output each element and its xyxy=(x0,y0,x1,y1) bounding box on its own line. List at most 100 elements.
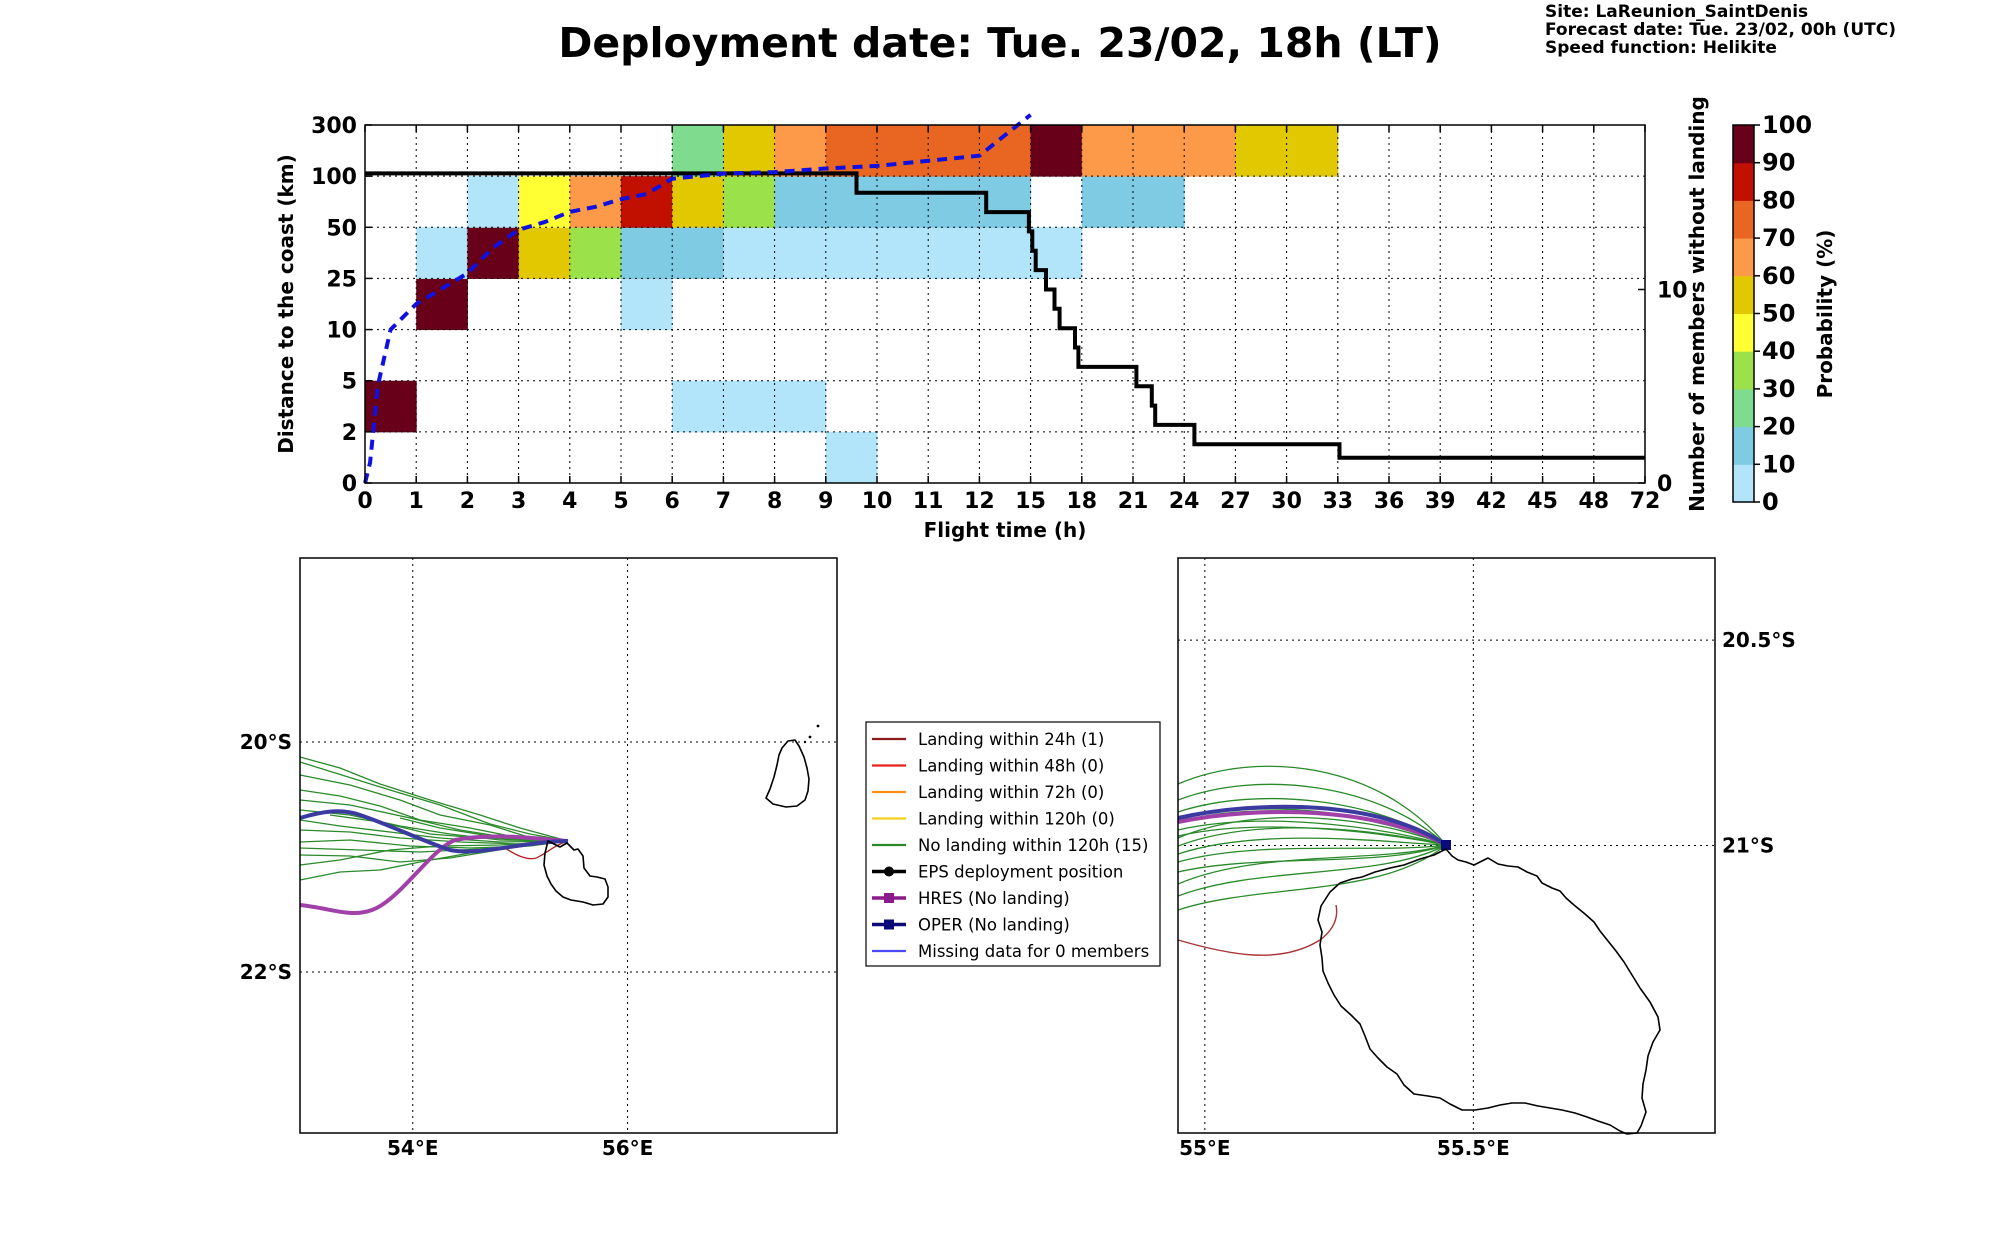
x-tick-label: 27 xyxy=(1220,489,1251,514)
lon-label: 55°E xyxy=(1179,1136,1231,1160)
map-left-tracks xyxy=(299,756,569,915)
heat-cell xyxy=(877,176,929,228)
track-no-landing xyxy=(1177,844,1447,863)
x-tick-label: 3 xyxy=(511,489,526,514)
heat-cell xyxy=(1184,125,1236,177)
colorbar-cell xyxy=(1733,125,1754,164)
heat-cell xyxy=(672,125,724,177)
heat-cell xyxy=(979,227,1032,279)
heat-cell xyxy=(825,227,878,279)
heat-cell xyxy=(518,176,571,228)
y2-axis-label: Number of members without landing xyxy=(1685,96,1709,512)
map-right: 55°E 55.5°E 20.5°S 21°S xyxy=(1177,557,1796,1160)
top-lines xyxy=(363,113,1645,484)
colorbar-tick-label: 10 xyxy=(1762,450,1795,478)
reunion-coastline-detail xyxy=(1317,848,1661,1135)
legend-label: EPS deployment position xyxy=(918,863,1123,882)
colorbar-ticks: 0 10 20 30 40 50 60 70 80 90 100 xyxy=(1754,111,1812,516)
lat-label: 21°S xyxy=(1722,834,1774,858)
track-no-landing xyxy=(1177,844,1447,873)
members-without-landing-line xyxy=(365,171,1645,460)
heat-cell xyxy=(569,227,622,279)
map-right-frame xyxy=(1177,557,1716,1134)
colorbar-tick-label: 0 xyxy=(1762,488,1779,516)
x-tick-label: 4 xyxy=(562,489,577,514)
heatmap-cells xyxy=(365,125,1339,484)
colorbar-tick-label: 60 xyxy=(1762,262,1795,290)
heat-cell xyxy=(877,227,929,279)
heat-cell xyxy=(723,380,776,433)
map-left-ticks: 54°E 56°E 20°S 22°S xyxy=(240,730,654,1160)
colorbar-cells xyxy=(1733,125,1754,503)
map-right-ticks: 55°E 55.5°E 20.5°S 21°S xyxy=(1179,628,1796,1160)
heat-cell xyxy=(928,125,980,177)
colorbar-tick-label: 80 xyxy=(1762,186,1795,214)
map-right-tracks xyxy=(1177,765,1451,956)
track-no-landing xyxy=(299,809,569,842)
heat-cell xyxy=(774,380,827,433)
x-tick-label: 0 xyxy=(357,489,372,514)
colorbar-cell xyxy=(1733,388,1754,428)
colorbar-cell xyxy=(1733,238,1754,277)
legend-marker xyxy=(884,919,894,930)
colorbar-tick-label: 40 xyxy=(1762,337,1795,365)
x-tick-label: 24 xyxy=(1169,489,1200,514)
colorbar: 0 10 20 30 40 50 60 70 80 90 100 Probability (%) xyxy=(1732,111,1837,516)
y-tick-label: 0 xyxy=(342,472,357,497)
heat-cell xyxy=(621,278,673,331)
track-no-landing xyxy=(1177,816,1447,846)
heat-cell xyxy=(621,176,673,228)
track-no-landing xyxy=(1177,826,1447,846)
heat-cell xyxy=(467,176,520,228)
colorbar-tick-label: 50 xyxy=(1762,300,1795,328)
legend-box xyxy=(865,721,1161,967)
mauritius-coastline xyxy=(765,739,810,808)
heat-cell xyxy=(569,176,622,228)
heat-cell xyxy=(774,125,827,177)
y2-tick-label: 0 xyxy=(1657,472,1672,497)
heat-cell xyxy=(825,125,878,177)
heat-cell xyxy=(877,125,929,177)
top-frame xyxy=(364,124,1646,484)
heat-cell xyxy=(723,125,776,177)
heat-cell xyxy=(672,380,724,433)
track-no-landing xyxy=(1177,837,1447,855)
mean-distance-line xyxy=(363,113,1032,484)
track-hres xyxy=(299,834,569,915)
x-tick-label: 42 xyxy=(1476,489,1507,514)
lat-label: 20°S xyxy=(240,730,292,754)
y-tick-label: 50 xyxy=(326,216,357,241)
lat-label: 22°S xyxy=(240,960,292,984)
track-no-landing xyxy=(299,840,569,866)
colorbar-tick-label: 90 xyxy=(1762,149,1795,177)
heat-cell xyxy=(774,227,827,279)
x-tick-label: 2 xyxy=(460,489,475,514)
legend-label: Landing within 24h (1) xyxy=(918,730,1104,749)
heat-cell xyxy=(1081,176,1134,228)
heat-cell xyxy=(723,176,776,228)
x-tick-label: 9 xyxy=(818,489,833,514)
x-tick-label: 72 xyxy=(1630,489,1661,514)
x-tick-label: 33 xyxy=(1322,489,1353,514)
heat-cell xyxy=(672,227,724,279)
colorbar-tick-label: 30 xyxy=(1762,375,1795,403)
deployment-marker xyxy=(1441,840,1451,850)
colorbar-cell xyxy=(1733,162,1754,201)
legend-label: OPER (No landing) xyxy=(918,916,1070,935)
y-tick-label: 2 xyxy=(342,421,357,446)
heat-cell xyxy=(825,431,878,484)
colorbar-tick-label: 20 xyxy=(1762,413,1795,441)
legend: Landing within 24h (1) Landing within 48h… xyxy=(865,721,1161,967)
legend-label: Missing data for 0 members xyxy=(918,942,1149,961)
heat-cell xyxy=(621,227,673,279)
legend-label: Landing within 120h (0) xyxy=(918,810,1115,829)
islet-2 xyxy=(816,724,820,728)
heat-cell xyxy=(774,176,827,228)
heat-cell xyxy=(928,176,980,228)
chart-title: Deployment date: Tue. 23/02, 18h (LT) xyxy=(558,19,1441,67)
track-no-landing xyxy=(1177,827,1447,847)
x-tick-label: 5 xyxy=(613,489,628,514)
y-tick-label: 10 xyxy=(326,319,357,344)
x-tick-label: 10 xyxy=(862,489,893,514)
colorbar-tick-label: 100 xyxy=(1762,111,1812,139)
